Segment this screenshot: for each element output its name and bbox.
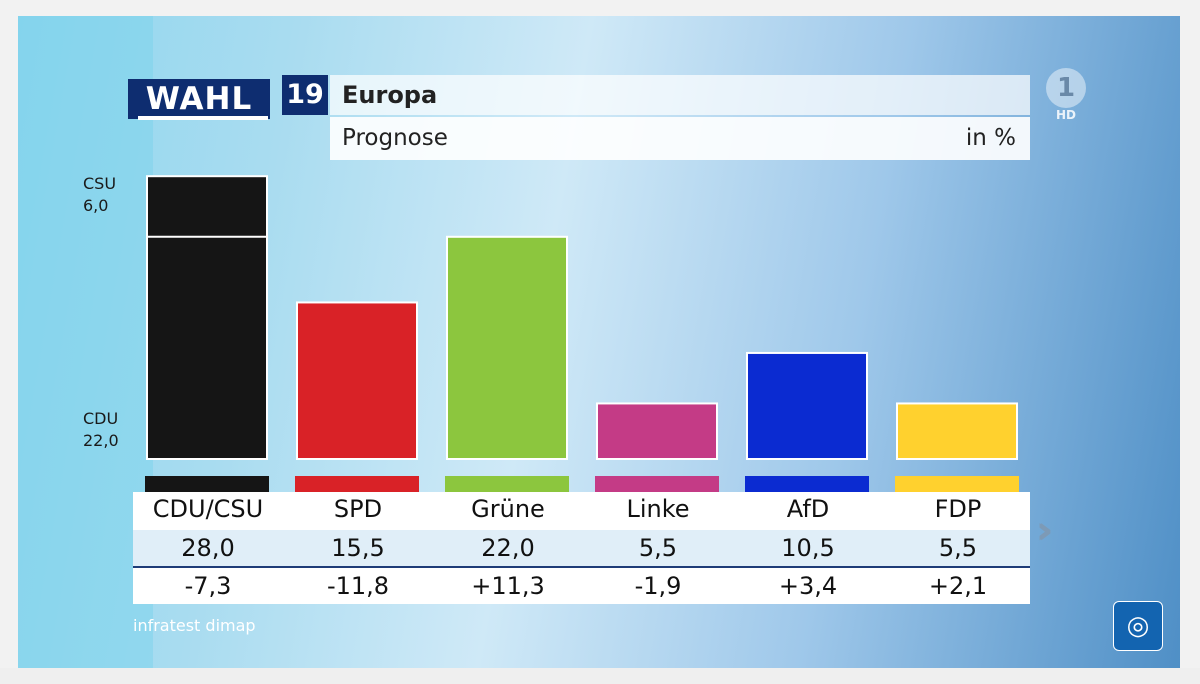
cdu-label: CDU 22,0 <box>83 408 119 452</box>
page-bottom-strip <box>0 668 1200 684</box>
party-change: -7,3 <box>184 572 232 600</box>
party-name: Linke <box>626 495 690 523</box>
party-value: 22,0 <box>481 534 535 562</box>
chart-title: Europa <box>330 75 1030 115</box>
chart-subtitle: Prognose in % <box>330 117 1030 160</box>
party-name: SPD <box>333 495 383 523</box>
party-change-row: -7,3 -11,8 +11,3 -1,9 +3,4 +2,1 <box>133 568 1030 604</box>
csu-name: CSU <box>83 174 117 193</box>
subtitle-text: Prognose <box>342 125 448 151</box>
bar-fdp <box>896 402 1018 461</box>
tagesschau-globe-icon: ◎ <box>1113 601 1163 651</box>
bar-linke <box>596 402 718 461</box>
party-value: 28,0 <box>181 534 235 562</box>
color-stripe-gr-ne <box>445 476 569 492</box>
unit-label: in % <box>965 125 1016 151</box>
csu-value: 6,0 <box>83 196 109 215</box>
party-name: AfD <box>786 495 830 523</box>
csu-label: CSU 6,0 <box>83 173 116 217</box>
party-value-row: 28,0 15,5 22,0 5,5 10,5 5,5 <box>133 530 1030 566</box>
cdu-name: CDU <box>83 409 119 428</box>
party-value: 5,5 <box>938 534 978 562</box>
ard-logo-icon: 1 <box>1046 68 1086 108</box>
bar-afd <box>746 351 868 461</box>
year-badge: 19 <box>282 75 328 115</box>
source-label: infratest dimap <box>133 616 256 635</box>
color-stripe-cdu-csu <box>145 476 269 492</box>
party-change: -11,8 <box>326 572 390 600</box>
party-value: 5,5 <box>638 534 678 562</box>
party-value: 15,5 <box>331 534 385 562</box>
party-change: +2,1 <box>928 572 988 600</box>
bar-cdu-csu <box>146 175 268 460</box>
color-stripe-spd <box>295 476 419 492</box>
cdu-value: 22,0 <box>83 431 119 450</box>
party-change: +11,3 <box>471 572 545 600</box>
wahl-logo: WAHL <box>128 79 270 119</box>
party-change: -1,9 <box>634 572 682 600</box>
wahl-logo-underline <box>138 116 268 120</box>
background-stripe <box>18 16 153 668</box>
party-name: CDU/CSU <box>152 495 264 523</box>
table-divider <box>133 566 1030 568</box>
color-stripe-linke <box>595 476 719 492</box>
bar-spd <box>296 301 418 461</box>
next-double-chevron-icon[interactable]: ›› <box>1036 508 1055 552</box>
hd-badge: HD <box>1056 108 1077 122</box>
party-name: Grüne <box>471 495 545 523</box>
party-change: +3,4 <box>778 572 838 600</box>
party-value: 10,5 <box>781 534 835 562</box>
party-name: FDP <box>934 495 982 523</box>
bar-gr-ne <box>446 235 568 460</box>
party-name-row: CDU/CSU SPD Grüne Linke AfD FDP <box>133 492 1030 530</box>
color-stripe-afd <box>745 476 869 492</box>
color-stripe-fdp <box>895 476 1019 492</box>
